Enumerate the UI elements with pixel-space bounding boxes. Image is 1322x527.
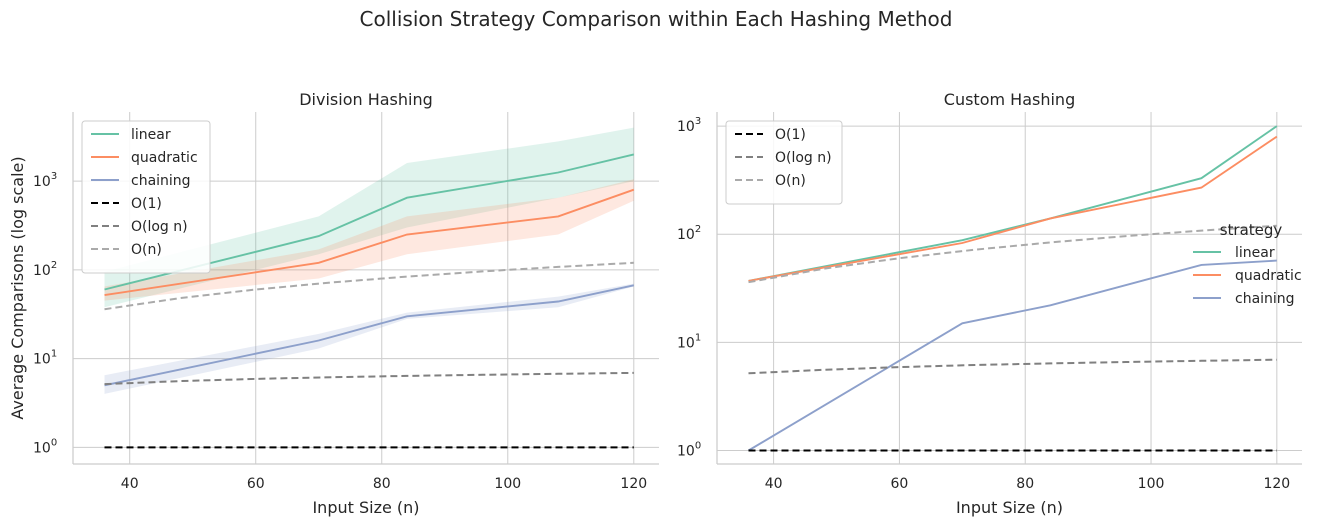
y-tick-label: 100 — [677, 440, 701, 459]
x-axis-label: Input Size (n) — [956, 498, 1063, 517]
legend-frame — [725, 120, 843, 205]
series-line-chaining — [748, 259, 1277, 452]
strategy-legend: strategy linear quadratic chaining — [1193, 221, 1302, 307]
x-tick-label: 80 — [373, 476, 391, 492]
panel-division-hashing: 40 60 80 100 120 100 101 102 103 Division Hashing… — [8, 90, 659, 517]
series-line-o-n — [748, 224, 1277, 284]
panel-title: Custom Hashing — [944, 90, 1075, 109]
x-tick-label: 120 — [620, 476, 647, 492]
strategy-legend-label: linear — [1235, 245, 1275, 261]
series-line-quadratic — [104, 188, 635, 297]
y-tick-label: 102 — [33, 260, 57, 279]
y-tick-label: 102 — [677, 224, 701, 243]
figure-title: Collision Strategy Comparison within Eac… — [360, 7, 953, 31]
legend-frame — [81, 120, 211, 274]
x-tick-label: 120 — [1263, 476, 1290, 492]
y-tick-label: 103 — [33, 171, 57, 190]
legend-label: quadratic — [131, 150, 198, 166]
legend-label: O(1) — [131, 196, 162, 212]
x-tick-label: 40 — [765, 476, 783, 492]
x-tick-label: 100 — [494, 476, 521, 492]
series-line-o-n — [104, 261, 634, 311]
y-axis-label: Average Comparisons (log scale) — [8, 156, 27, 419]
series-line-chaining — [104, 284, 634, 387]
y-tick-label: 100 — [33, 437, 57, 456]
x-axis-label: Input Size (n) — [312, 498, 419, 517]
series-line-o-log-n — [748, 358, 1277, 375]
x-tick-label: 60 — [891, 476, 909, 492]
y-tick-label: 101 — [33, 349, 57, 368]
ci-band-quadratic — [104, 179, 634, 301]
legend-label: linear — [131, 127, 171, 143]
x-tick-label: 100 — [1138, 476, 1165, 492]
legend-label: O(n) — [131, 242, 162, 258]
strategy-legend-title: strategy — [1220, 221, 1283, 239]
panel-custom-hashing: 40 60 80 100 120 100 101 102 103 Custom Hashing In… — [677, 90, 1302, 517]
x-tick-label: 60 — [247, 476, 265, 492]
legend: linear quadratic chaining O(1) O(log n) O(n) — [81, 120, 211, 274]
panel-title: Division Hashing — [299, 90, 433, 109]
series-line-linear — [104, 153, 635, 291]
ci-band-linear — [104, 127, 634, 308]
y-tick-label: 101 — [677, 332, 701, 351]
legend-label: O(log n) — [775, 150, 832, 166]
x-tick-label: 80 — [1016, 476, 1034, 492]
series-line-o-log-n — [104, 371, 634, 386]
strategy-legend-label: chaining — [1235, 291, 1295, 307]
x-tick-label: 40 — [121, 476, 139, 492]
legend-label: O(log n) — [131, 219, 188, 235]
ci-band-chaining — [104, 283, 634, 394]
strategy-legend-label: quadratic — [1235, 268, 1302, 284]
legend-label: O(1) — [775, 127, 806, 143]
legend-label: chaining — [131, 173, 191, 189]
legend: O(1) O(log n) O(n) — [725, 120, 843, 205]
y-tick-label: 103 — [677, 116, 701, 135]
series-line-quadratic — [748, 135, 1278, 282]
legend-label: O(n) — [775, 173, 806, 189]
